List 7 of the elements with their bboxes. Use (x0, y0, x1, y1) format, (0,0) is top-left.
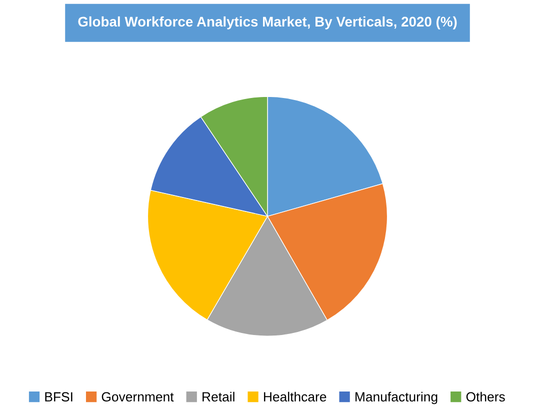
legend-label: Healthcare (264, 392, 326, 402)
legend-label: Government (102, 392, 174, 402)
chart-title: Global Workforce Analytics Market, By Verticals, 2020 (%) (78, 16, 457, 30)
legend-label: Retail (202, 392, 234, 402)
legend-label: BFSI (45, 392, 72, 402)
legend-label: Manufacturing (356, 392, 438, 404)
legend-label: Others (466, 392, 505, 402)
